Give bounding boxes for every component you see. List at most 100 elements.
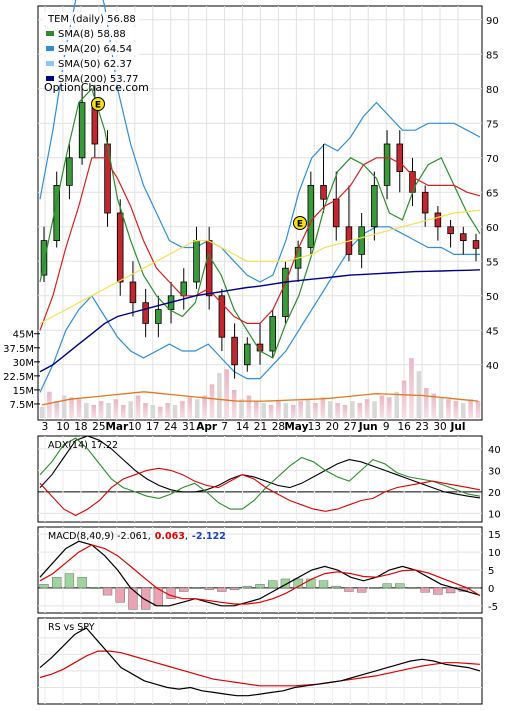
x-tick-label: 9 [383, 421, 390, 433]
volume-tick-label: 15M [13, 386, 34, 397]
earnings-marker: E [293, 216, 307, 230]
legend-backdrop [43, 42, 139, 55]
volume-bar [438, 397, 444, 418]
candle-body [396, 143, 404, 173]
macd-panel: 15 10 5 0 -5 MACD(8,40,9) -2.061, 0.063, -2.12… [37, 526, 501, 614]
legend-swatch [46, 31, 54, 36]
moving-averages [39, 87, 481, 373]
watermark: OptionChance.com [44, 81, 149, 94]
candle-body [244, 343, 251, 366]
candle-body [383, 143, 391, 186]
rs-lines [39, 627, 481, 697]
volume-bar [276, 401, 281, 418]
volume-bar [342, 404, 348, 418]
volume-bar [98, 401, 104, 418]
volume-bar [128, 401, 133, 418]
macd-histogram-bar [204, 587, 214, 590]
rs-panel: RS vs SPY [37, 617, 483, 705]
sma-line [39, 209, 481, 324]
macd-histogram [39, 573, 481, 610]
macd-histogram-bar [331, 585, 341, 589]
volume-bar [320, 397, 326, 418]
volume-bar [239, 399, 244, 418]
volume-bar [113, 399, 119, 418]
volume-bar [209, 384, 215, 418]
macd-label-hist: 0.063 [155, 531, 185, 542]
volume-bar [187, 397, 193, 418]
candle-body [320, 184, 327, 200]
volume-y-axis: 45M 37.5M 30M 22.5M 15M 7.5M [3, 330, 40, 411]
volume-bar [313, 403, 318, 418]
volume-bar [416, 371, 422, 418]
volume-bar [261, 403, 266, 418]
rs-label: RS vs SPY [48, 622, 95, 633]
macd-histogram-bar [268, 580, 278, 589]
price-tick-label: 50 [486, 292, 499, 303]
macd-histogram-bar [128, 587, 138, 610]
earnings-markers: EE [91, 97, 307, 230]
x-tick-label: 28 [272, 421, 285, 433]
price-tick-label: 80 [486, 85, 499, 96]
candle-body [307, 184, 315, 248]
macd-histogram-bar [242, 585, 252, 589]
volume-bar [298, 401, 303, 418]
earnings-marker: E [91, 97, 105, 111]
candle-body [180, 281, 188, 297]
candle-body [269, 316, 276, 352]
volume-bar [143, 403, 148, 418]
volume-bar [364, 399, 370, 418]
x-tick-label: Mar [105, 421, 129, 433]
macd-tick-label: 10 [488, 548, 501, 559]
candle-body [371, 184, 378, 228]
legend-swatch [46, 46, 54, 51]
macd-label-signal: -2.122 [192, 531, 226, 542]
candle-body [447, 226, 454, 235]
macd-tick-label: 5 [488, 566, 494, 577]
price-tick-label: 70 [486, 154, 499, 165]
macd-histogram-bar [179, 587, 189, 592]
volume-bars [39, 358, 481, 418]
volume-bar [268, 404, 274, 418]
x-tick-label: 24 [164, 421, 178, 433]
volume-bar [47, 391, 52, 418]
macd-histogram-bar [382, 583, 392, 589]
volume-bar [372, 401, 377, 418]
x-tick-label: 10 [128, 421, 141, 433]
volume-bar [305, 399, 311, 418]
adx-label: ADX(14) 17.22 [48, 440, 118, 451]
volume-bar [387, 397, 392, 418]
macd-histogram-bar [229, 587, 240, 590]
legend-backdrop [43, 72, 139, 85]
bollinger-band-line [39, 226, 480, 393]
macd-line [39, 540, 481, 607]
legend-label: SMA(8) 58.88 [58, 29, 126, 40]
legend-label: SMA(200) 53.77 [58, 74, 139, 85]
volume-bar [69, 397, 74, 418]
volume-bar [54, 401, 60, 418]
chart-legend: TEM (daily) 56.88 SMA(8) 58.88 SMA(20) 64.… [43, 12, 139, 85]
x-tick-label: 21 [254, 421, 267, 433]
macd-histogram-bar [64, 573, 75, 589]
candle-body [40, 240, 48, 276]
macd-histogram-bar [306, 578, 316, 589]
macd-tick-label: 15 [488, 530, 501, 541]
macd-histogram-bar [102, 587, 113, 596]
volume-bar [84, 403, 89, 418]
price-tick-label: 40 [486, 361, 499, 372]
legend-backdrop [43, 57, 139, 70]
x-tick-label: Apr [196, 421, 218, 433]
legend-label: SMA(20) 64.54 [58, 44, 132, 55]
candle-body [421, 191, 429, 214]
volume-bar [254, 401, 259, 418]
sma-line [39, 157, 481, 331]
macd-histogram-bar [115, 587, 125, 603]
volume-bar [180, 401, 185, 418]
volume-bar [246, 395, 252, 418]
legend-label: TEM (daily) 56.88 [47, 14, 136, 25]
price-tick-label: 60 [486, 223, 499, 234]
macd-histogram-bar [39, 584, 49, 589]
price-panel: 40 45 50 55 60 65 70 75 80 85 90 45M 37.5M 30M 22.5M 1… [3, 0, 499, 421]
volume-bar [350, 401, 355, 418]
